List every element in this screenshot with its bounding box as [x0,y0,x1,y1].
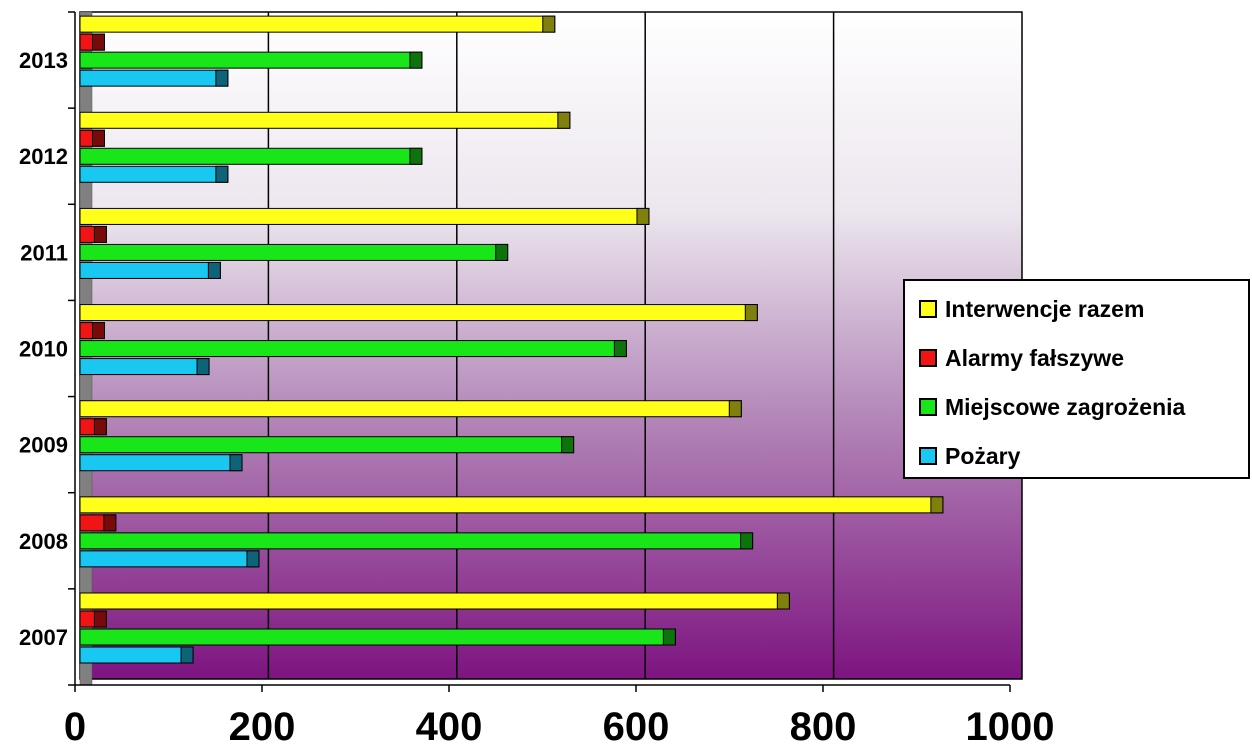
bar-Interwencje razem [79,207,650,225]
bar-end [215,165,229,183]
legend-item-pozary: Pożary [919,441,1020,471]
x-tick-label: 800 [790,705,857,749]
bar-end [409,51,423,69]
x-tick-label: 0 [64,705,86,749]
bar-end [180,646,194,664]
bar-Miejscowe zagrożenia [79,628,676,646]
bar-Pożary [79,69,229,87]
x-tick-label: 400 [416,705,483,749]
bar-end [91,322,105,340]
legend-swatch-pozary [919,447,937,465]
y-tick-label: 2007 [19,625,68,650]
x-tick-label: 600 [603,705,670,749]
bar-end [728,400,742,418]
legend-item-miejscowe: Miejscowe zagrożenia [919,392,1185,422]
bar-Miejscowe zagrożenia [79,147,423,165]
legend-label-pozary: Pożary [945,442,1021,469]
legend-item-alarmy: Alarmy fałszywe [919,343,1124,373]
bar-Pożary [79,261,221,279]
bar-Interwencje razem [79,304,758,322]
bar-end [207,261,221,279]
legend-swatch-alarmy [919,349,937,367]
legend: Interwencje razem Alarmy fałszywe Miejsc… [903,279,1250,479]
bar-end [93,225,107,243]
y-tick-label: 2011 [20,240,68,265]
bar-end [636,207,650,225]
bar-Pożary [79,358,210,376]
y-tick-label: 2010 [19,337,68,362]
bar-end [91,129,105,147]
legend-label-alarmy: Alarmy fałszywe [945,344,1124,371]
bar-Miejscowe zagrożenia [79,340,627,358]
bar-Interwencje razem [79,400,742,418]
y-tick-label: 2009 [19,433,68,458]
bar-end [776,592,790,610]
bar-end [613,340,627,358]
bar-Miejscowe zagrożenia [79,243,509,261]
y-tick-label: 2012 [19,144,68,169]
bar-Pożary [79,646,194,664]
bar-end [740,532,754,550]
bar-end [93,610,107,628]
bar-end [246,550,260,568]
bar-Miejscowe zagrożenia [79,51,423,69]
bar-Interwencje razem [79,496,944,514]
bar-end [744,304,758,322]
bar-end [542,15,556,33]
bar-end [495,243,509,261]
bar-Pożary [79,454,243,472]
bar-end [93,418,107,436]
bar-end [409,147,423,165]
bar-end [561,436,575,454]
bar-Miejscowe zagrożenia [79,532,754,550]
bar-end [196,358,210,376]
legend-swatch-miejscowe [919,398,937,416]
legend-label-interwencje: Interwencje razem [945,295,1145,322]
legend-swatch-interwencje [919,300,937,318]
bar-Pożary [79,550,260,568]
bar-end [557,111,571,129]
bar-end [103,514,117,532]
bar-end [91,33,105,51]
y-tick-label: 2008 [19,529,68,554]
bar-end [215,69,229,87]
bar-Pożary [79,165,229,183]
legend-label-miejscowe: Miejscowe zagrożenia [945,393,1186,420]
bar-Miejscowe zagrożenia [79,436,575,454]
legend-item-interwencje: Interwencje razem [919,294,1144,324]
bar-end [662,628,676,646]
bar-Interwencje razem [79,15,556,33]
bar-end [229,454,243,472]
bar-end [930,496,944,514]
bar-Interwencje razem [79,592,790,610]
y-tick-label: 2013 [19,48,68,73]
x-tick-label: 1000 [966,705,1055,749]
x-tick-label: 200 [229,705,296,749]
bar-Interwencje razem [79,111,571,129]
